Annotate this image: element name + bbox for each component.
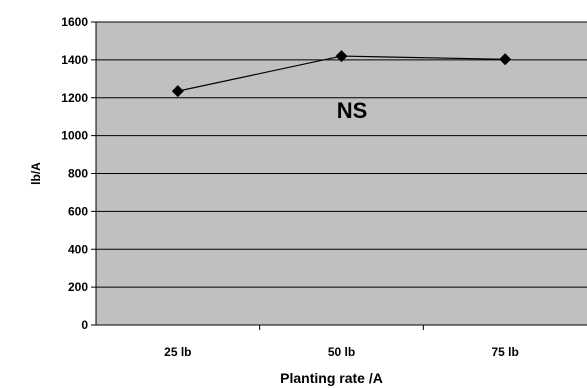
x-tick-label: 25 lb [164,345,191,359]
data-point [171,85,184,98]
y-tick-labels: 0 200 400 600 800 1000 1200 1400 1600 [61,15,88,332]
y-tick-label: 400 [68,242,88,256]
y-tick-label: 1000 [61,129,88,143]
significance-annotation: NS [337,98,368,123]
y-tick-label: 600 [68,204,88,218]
x-axis-title: Planting rate /A [280,370,383,386]
y-tick-label: 1200 [61,91,88,105]
y-tick-label: 1600 [61,15,88,29]
series-group [171,50,512,98]
y-tick-label: 1400 [61,53,88,67]
x-tick-label: 75 lb [491,345,518,359]
x-tick-labels: 25 lb 50 lb 75 lb [164,345,519,359]
y-tick-label: 0 [81,318,88,332]
axes [95,22,587,330]
x-tick-label: 50 lb [328,345,355,359]
y-tick-label: 200 [68,280,88,294]
data-point [335,50,348,63]
y-axis-title: lb/A [29,162,43,185]
data-point [499,53,512,66]
y-tick-label: 800 [68,167,88,181]
